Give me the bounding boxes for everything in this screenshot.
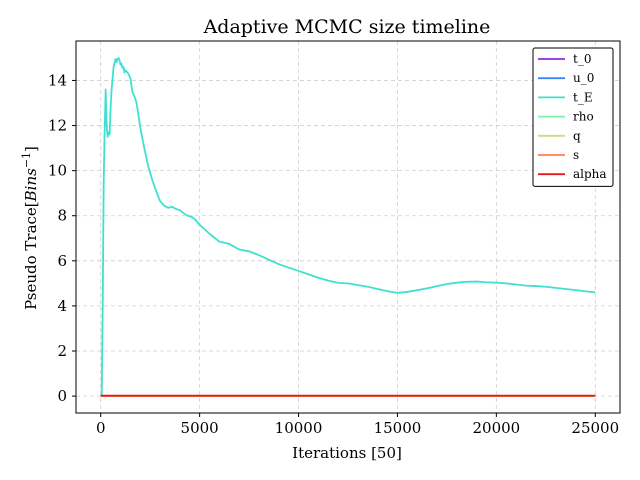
grid [76, 41, 620, 413]
x-tick-label: 10000 [275, 419, 323, 437]
y-tick-label: 6 [57, 252, 67, 270]
legend-label-t_E: t_E [573, 90, 593, 104]
y-tick-label: 4 [57, 297, 67, 315]
legend-label-t_0: t_0 [573, 52, 591, 66]
y-axis-label-prefix: Pseudo Trace[ [22, 201, 40, 310]
legend-label-rho: rho [573, 110, 594, 124]
y-tick-label: 8 [57, 207, 67, 225]
series-layer [100, 57, 596, 397]
legend-label-q: q [573, 129, 581, 143]
axis-ticks: 0 5000 10000 15000 20000 25000 0 2 4 6 8 10 12 14 [48, 71, 619, 437]
legend-label-alpha: alpha [573, 167, 607, 181]
x-tick-label: 20000 [473, 419, 521, 437]
legend-label-s: s [573, 148, 579, 162]
y-tick-label: 0 [57, 387, 67, 405]
legend-label-u_0: u_0 [573, 71, 594, 85]
x-axis-label: Iterations [50] [292, 444, 402, 462]
x-tick-label: 25000 [571, 419, 619, 437]
series-line-t_E [100, 57, 596, 397]
y-tick-label: 10 [48, 162, 67, 180]
chart-title: Adaptive MCMC size timeline [203, 16, 491, 38]
x-tick-label: 15000 [374, 419, 422, 437]
y-tick-label: 12 [48, 117, 67, 135]
y-tick-label: 2 [57, 342, 67, 360]
y-tick-label: 14 [48, 71, 67, 89]
y-axis-label: Pseudo Trace[Bins−1] [20, 146, 40, 310]
y-axis-label-math: Bins [22, 168, 40, 202]
x-tick-label: 5000 [181, 419, 219, 437]
legend-box [532, 47, 614, 187]
plot-frame [75, 40, 621, 414]
y-axis-label-suffix: ] [22, 146, 40, 152]
y-axis-label-exponent: −1 [20, 152, 33, 168]
x-tick-label: 0 [96, 419, 106, 437]
